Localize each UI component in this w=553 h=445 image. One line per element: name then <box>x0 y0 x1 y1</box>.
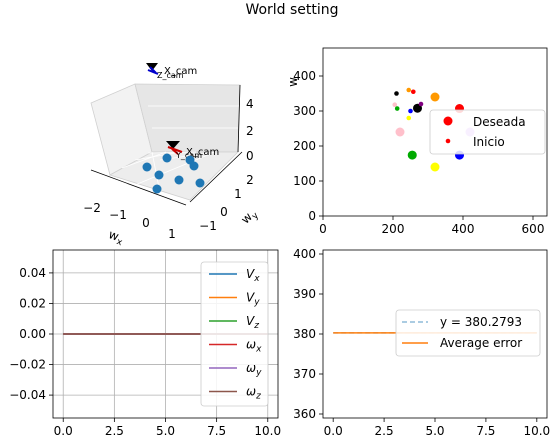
y-tick-label-4: 400 <box>293 247 316 261</box>
legend-box <box>429 109 546 155</box>
y-tick-label-3: 390 <box>293 287 316 301</box>
camera-markers: X_cam Z_cam X_cam Y_cam <box>146 63 219 160</box>
y-axis-label: w <box>286 77 300 87</box>
pane-back-right <box>134 83 241 153</box>
scene-point-7 <box>152 184 162 194</box>
y-tick-3: 2 <box>246 173 254 187</box>
point-1-6 <box>408 108 413 114</box>
point-0-4 <box>395 127 405 137</box>
x-tick-label-1: 200 <box>382 222 405 236</box>
x-tick-label-3: 7.5 <box>207 424 226 438</box>
y-tick-label-4: 400 <box>293 69 316 83</box>
point-1-7 <box>406 115 412 121</box>
camera-marker-top <box>146 63 158 71</box>
scene-point-6 <box>195 178 205 188</box>
x-tick-label-0: 0 <box>319 222 327 236</box>
legend-label-1: Inicio <box>473 135 505 149</box>
x-tick-label-2: 5.0 <box>425 424 444 438</box>
point-1-0 <box>406 87 412 93</box>
scene-points <box>142 153 205 194</box>
x-tick-label-3: 7.5 <box>476 424 495 438</box>
legend-marker-1 <box>445 138 451 144</box>
x-tick-label-2: 400 <box>452 222 475 236</box>
x-axis-label: wx <box>106 227 127 248</box>
legend-label-0: y = 380.2793 <box>440 315 522 329</box>
z-axis-line <box>237 84 241 153</box>
y-tick-label-4: 0.04 <box>19 266 46 280</box>
scene-point-4 <box>154 170 164 180</box>
y-tick-label-3: 0.02 <box>19 296 46 310</box>
point-0-5 <box>407 150 417 160</box>
camera-label-top-z: Z_cam <box>157 71 184 80</box>
legend-label-1: Average error <box>440 336 522 350</box>
point-0-1 <box>413 103 422 113</box>
legend-label-3: ωx <box>246 338 262 355</box>
y-tick-label-2: 380 <box>293 327 316 341</box>
y-tick-label-2: 200 <box>293 139 316 153</box>
camera-marker-bottom <box>166 141 180 149</box>
x-tick-label-4: 10.0 <box>254 424 281 438</box>
y-tick-0: −1 <box>199 219 217 233</box>
legend-label-1: Vy <box>246 291 260 308</box>
x-tick-2: 0 <box>142 216 150 230</box>
z-tick-2: 4 <box>246 97 254 111</box>
scene-point-5 <box>174 175 184 185</box>
y-tick-label-1: 100 <box>293 174 316 188</box>
x-tick-label-4: 10.0 <box>523 424 550 438</box>
scene-point-1 <box>162 153 172 163</box>
x-tick-1: −1 <box>109 208 127 222</box>
camera-axes-top <box>147 66 159 75</box>
point-0-0 <box>430 92 440 102</box>
legend-label-2: Vz <box>246 314 259 331</box>
y-tick-label-0: 360 <box>293 407 316 421</box>
x-tick-3: 1 <box>168 227 176 241</box>
camera-label-bottom-x: X_cam <box>186 147 219 158</box>
y-tick-2: 1 <box>234 187 242 201</box>
y-tick-label-1: −0.02 <box>9 358 46 372</box>
camera-label-bottom-y: Y_cam <box>175 151 202 160</box>
point-1-2 <box>411 89 416 95</box>
panel-3d-world: −2 −1 0 1 −1 0 1 2 0 2 4 wx wy X_cam Z_c… <box>83 63 261 249</box>
legend-box <box>395 309 541 357</box>
camera-label-top-x: X_cam <box>164 66 197 77</box>
figure-title: World setting <box>245 2 338 18</box>
scene-point-3 <box>189 161 199 171</box>
x-tick-label-3: 600 <box>522 222 545 236</box>
x-tick-label-0: 0.0 <box>54 424 73 438</box>
y-axis-label: wy <box>238 206 261 229</box>
camera-axes-bottom <box>167 146 183 155</box>
x-tick-label-2: 5.0 <box>156 424 175 438</box>
point-1-3 <box>418 101 424 107</box>
y-tick-label-0: −0.04 <box>9 388 46 402</box>
y-tick-1: 0 <box>220 205 228 219</box>
y-tick-label-0: 0 <box>308 209 316 223</box>
z-tick-1: 2 <box>246 124 254 138</box>
legend-label-5: ωz <box>246 385 261 402</box>
scene-point-0 <box>142 162 152 172</box>
y-tick-label-3: 300 <box>293 104 316 118</box>
point-1-1 <box>394 91 399 96</box>
point-1-4 <box>392 102 398 107</box>
legend-marker-0 <box>443 116 453 126</box>
y-tick-label-2: 0.00 <box>19 327 46 341</box>
y-tick-label-1: 370 <box>293 367 316 381</box>
z-tick-0: 0 <box>246 149 254 163</box>
panel-error: 0.0 2.5 5.0 7.5 10.0 360 370 380 390 400 y = 380.2… <box>293 247 550 438</box>
point-0-7 <box>430 162 440 172</box>
x-tick-label-0: 0.0 <box>324 424 343 438</box>
legend-label-0: Deseada <box>473 115 526 129</box>
panel-velocities: 0.0 2.5 5.0 7.5 10.0 −0.04 −0.02 0.00 0.02 0.04 Vx… <box>9 249 281 438</box>
x-axis-line <box>90 169 187 206</box>
legend-label-0: Vx <box>246 267 260 284</box>
x-tick-label-1: 2.5 <box>375 424 394 438</box>
legend-label-4: ωy <box>246 361 262 378</box>
y-axis-line <box>189 151 243 203</box>
plot-frame <box>52 249 279 419</box>
x-tick-label-1: 2.5 <box>105 424 124 438</box>
x-tick-0: −2 <box>83 201 101 215</box>
point-1-5 <box>394 106 400 111</box>
